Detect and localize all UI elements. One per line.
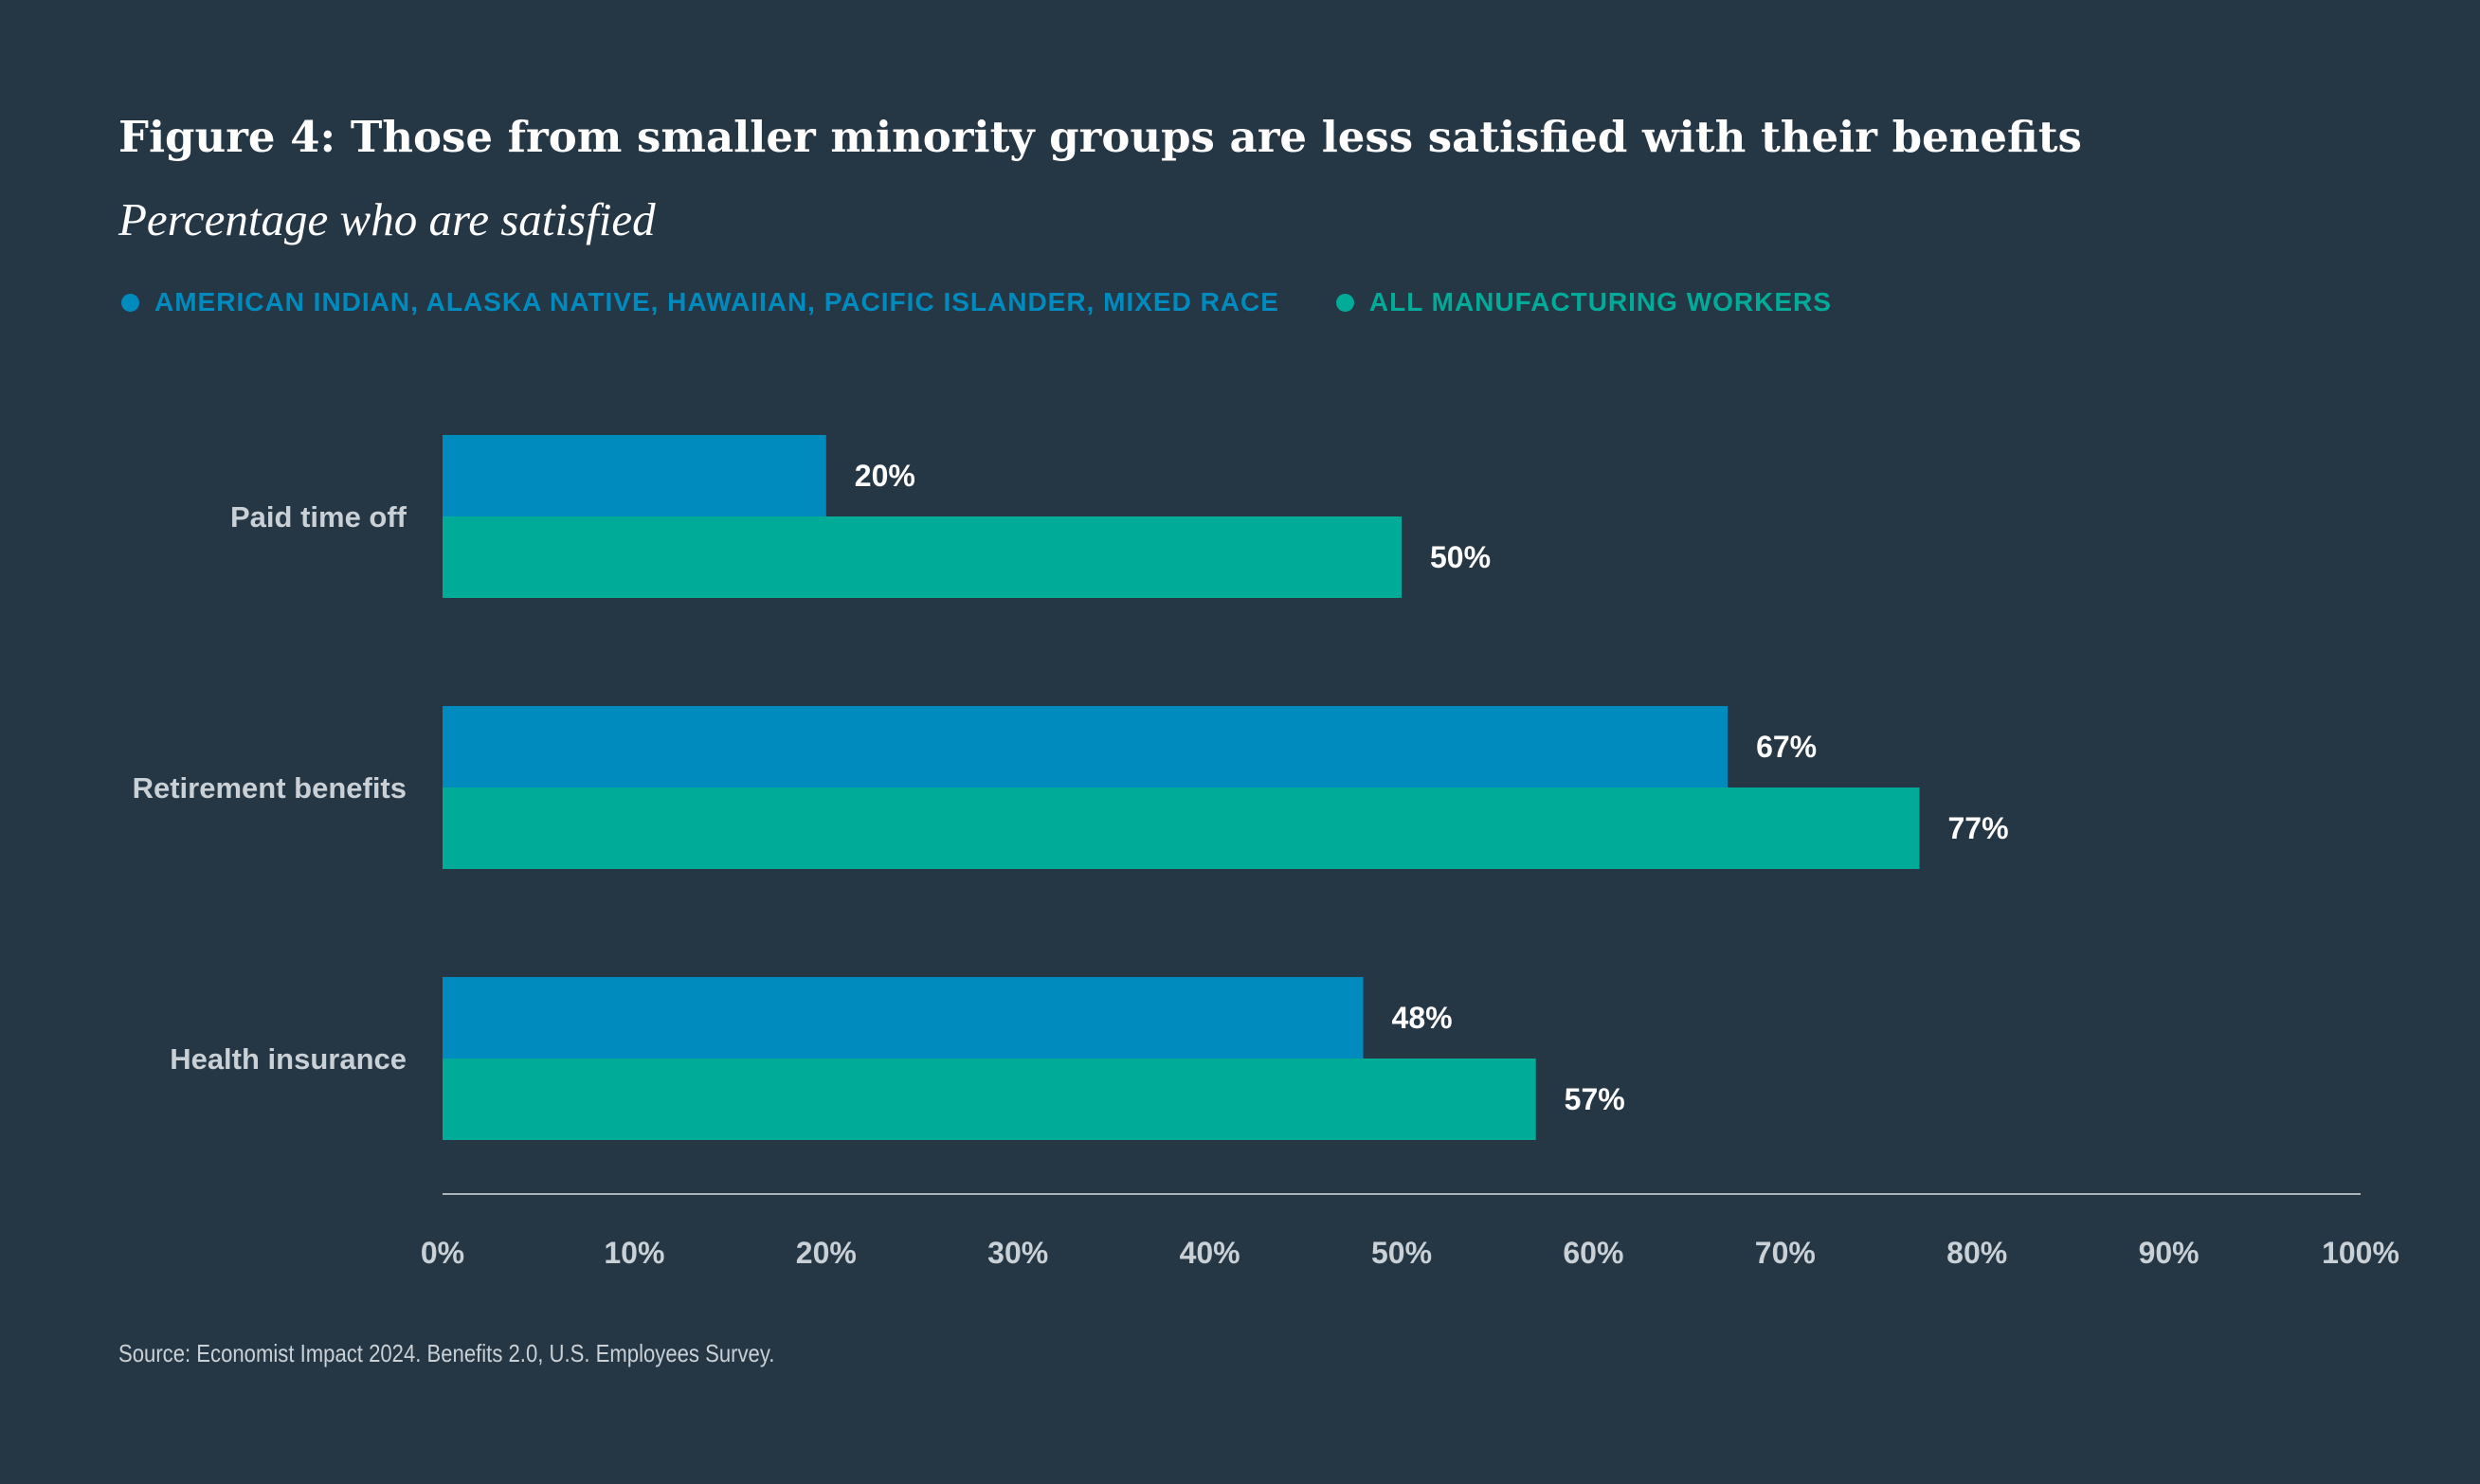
legend-label-minority-groups: AMERICAN INDIAN, ALASKA NATIVE, HAWAIIAN… bbox=[154, 287, 1279, 317]
category-label-paid-time-off: Paid time off bbox=[230, 500, 407, 534]
bar-health-insurance-series-1 bbox=[443, 977, 1364, 1059]
x-tick-label: 40% bbox=[1180, 1236, 1240, 1270]
x-tick-label: 10% bbox=[604, 1236, 664, 1270]
bar-paid-time-off-series-2 bbox=[443, 516, 1402, 598]
x-tick-label: 30% bbox=[987, 1236, 1048, 1270]
data-label-retirement-benefits-series-2: 77% bbox=[1947, 811, 2008, 845]
bar-health-insurance-series-2 bbox=[443, 1059, 1536, 1140]
x-tick-label: 60% bbox=[1563, 1236, 1623, 1270]
legend-label-all-workers: ALL MANUFACTURING WORKERS bbox=[1368, 287, 1832, 317]
x-tick-label: 70% bbox=[1755, 1236, 1816, 1270]
data-label-retirement-benefits-series-1: 67% bbox=[1756, 730, 1817, 764]
x-tick-label: 20% bbox=[796, 1236, 857, 1270]
data-label-health-insurance-series-2: 57% bbox=[1565, 1082, 1625, 1116]
x-tick-label: 80% bbox=[1946, 1236, 2007, 1270]
chart-title: Figure 4: Those from smaller minority gr… bbox=[118, 112, 2082, 162]
data-label-paid-time-off-series-2: 50% bbox=[1430, 540, 1491, 574]
bar-paid-time-off-series-1 bbox=[443, 435, 826, 516]
legend-item-all-workers: ALL MANUFACTURING WORKERS bbox=[1335, 287, 1832, 317]
legend-item-minority-groups: AMERICAN INDIAN, ALASKA NATIVE, HAWAIIAN… bbox=[121, 287, 1279, 317]
x-tick-label: 100% bbox=[2322, 1236, 2399, 1270]
category-label-health-insurance: Health insurance bbox=[170, 1042, 407, 1076]
x-tick-label: 0% bbox=[421, 1236, 464, 1270]
data-label-health-insurance-series-1: 48% bbox=[1392, 1001, 1453, 1035]
legend-dot-icon bbox=[1335, 293, 1354, 312]
data-label-paid-time-off-series-1: 20% bbox=[855, 459, 915, 493]
bar-retirement-benefits-series-1 bbox=[443, 706, 1729, 787]
source-note: Source: Economist Impact 2024. Benefits … bbox=[118, 1339, 775, 1367]
legend: AMERICAN INDIAN, ALASKA NATIVE, HAWAIIAN… bbox=[121, 287, 1889, 317]
x-tick-label: 90% bbox=[2139, 1236, 2199, 1270]
chart-subtitle: Percentage who are satisfied bbox=[118, 193, 656, 245]
category-label-retirement-benefits: Retirement benefits bbox=[133, 771, 407, 805]
x-tick-label: 50% bbox=[1371, 1236, 1432, 1270]
legend-dot-icon bbox=[121, 293, 139, 312]
bar-retirement-benefits-series-2 bbox=[443, 787, 1920, 869]
